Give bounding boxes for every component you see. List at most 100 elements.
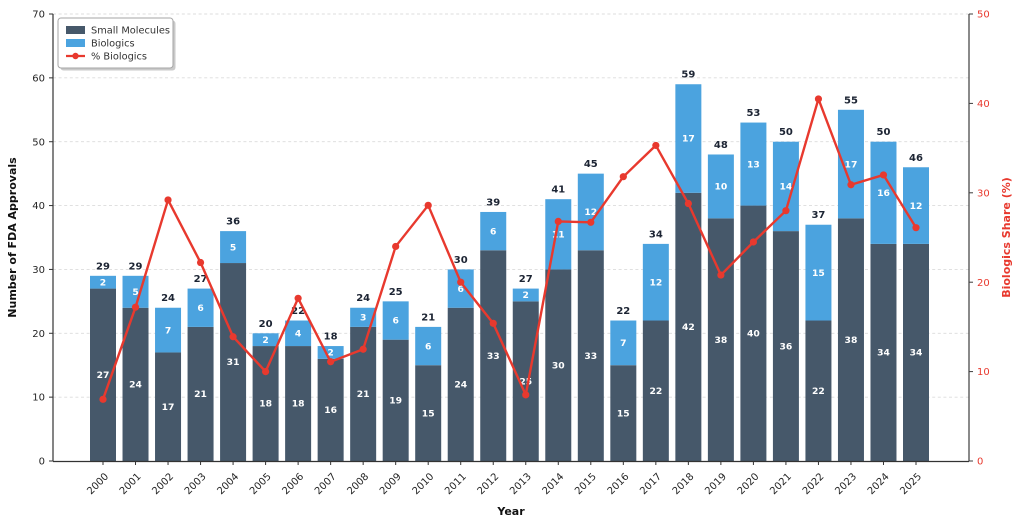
legend-label-biologics: Biologics [91, 39, 135, 50]
bar-segment-biologics-2000 [90, 275, 116, 289]
pct-biologics-marker-2000 [99, 395, 107, 403]
bar-segment-biologics-2012 [480, 211, 507, 251]
x-tick-label-2023: 2023 [833, 471, 859, 497]
left-tick-label: 10 [32, 393, 45, 404]
bar-segment-small-molecules-2005 [252, 346, 279, 461]
bar-label-biologics-2023: 17 [845, 159, 858, 170]
x-tick-label-2006: 2006 [280, 471, 306, 497]
left-tick-label: 60 [32, 73, 45, 84]
left-tick-label: 70 [32, 10, 45, 21]
bar-segment-small-molecules-2003 [187, 326, 214, 461]
pct-biologics-marker-2018 [684, 199, 692, 208]
pct-biologics-marker-2025 [912, 224, 920, 232]
right-tick-label: 30 [977, 188, 990, 199]
bar-label-small-molecules-2013: 25 [519, 376, 532, 387]
bar-label-biologics-2020: 13 [747, 159, 760, 170]
bar-label-total-2021: 50 [779, 127, 793, 138]
pct-biologics-line [99, 95, 920, 403]
bar-label-small-molecules-2020: 40 [747, 328, 760, 339]
pct-biologics-marker-2005 [262, 368, 270, 376]
pct-biologics-marker-2017 [652, 141, 660, 150]
bar-label-total-2016: 22 [616, 306, 630, 317]
bar-label-small-molecules-2007: 16 [324, 405, 337, 416]
bar-label-total-2020: 53 [746, 108, 760, 119]
bar-label-total-2014: 41 [551, 185, 565, 196]
bar-label-total-2013: 27 [519, 274, 533, 285]
bar-label-biologics-2002: 7 [165, 325, 171, 336]
bar-label-total-2007: 18 [324, 332, 338, 343]
right-tick-label: 50 [977, 10, 990, 21]
bar-label-small-molecules-2014: 30 [552, 360, 565, 371]
x-tick-label-2015: 2015 [573, 471, 599, 497]
bar-segment-small-molecules-2014 [545, 269, 572, 461]
bar-label-biologics-2006: 4 [295, 328, 301, 339]
left-tick-label: 20 [32, 329, 45, 340]
bar-segment-biologics-2021 [772, 141, 799, 232]
bar-label-total-2019: 48 [714, 140, 728, 151]
bar-label-total-2004: 36 [226, 217, 240, 228]
bar-segment-biologics-2017 [642, 243, 669, 321]
pct-biologics-marker-2007 [327, 358, 335, 366]
bar-label-total-2022: 37 [811, 210, 825, 221]
bar-segment-biologics-2009 [382, 301, 409, 340]
legend-box [57, 17, 174, 69]
bar-label-total-2011: 30 [454, 255, 468, 266]
bar-label-small-molecules-2006: 18 [292, 399, 305, 410]
bar-label-small-molecules-2022: 22 [812, 386, 825, 397]
left-tick-label: 30 [32, 265, 45, 276]
pct-biologics-marker-2006 [294, 294, 302, 302]
x-tick-label-2025: 2025 [898, 471, 924, 497]
bar-label-total-2023: 55 [844, 95, 858, 106]
pct-biologics-path [101, 97, 918, 400]
bar-label-biologics-2005: 2 [262, 335, 268, 346]
bar-label-biologics-2016: 7 [620, 338, 626, 349]
pct-biologics-marker-2003 [196, 258, 205, 267]
bar-label-total-2009: 25 [389, 287, 403, 298]
bar-label-total-2002: 24 [161, 293, 175, 304]
bar-segment-small-molecules-2017 [642, 320, 669, 461]
bar-segment-small-molecules-2021 [772, 231, 799, 461]
bar-label-small-molecules-2015: 33 [584, 351, 597, 362]
right-tick-label: 0 [977, 457, 983, 468]
x-tick-label-2021: 2021 [768, 471, 794, 497]
legend-swatch-biologics [66, 39, 85, 47]
x-tick-label-2020: 2020 [736, 471, 762, 497]
pct-biologics-marker-2015 [587, 218, 595, 226]
bar-segment-biologics-2008 [350, 307, 377, 327]
pct-biologics-marker-2004 [229, 333, 237, 341]
bar-label-biologics-2000: 2 [100, 277, 106, 288]
x-tick-label-2013: 2013 [508, 471, 534, 497]
bar-label-biologics-2012: 6 [490, 226, 496, 237]
pct-biologics-marker-2011 [457, 278, 465, 286]
legend-label-small-molecules: Small Molecules [91, 26, 170, 37]
x-tick-label-2005: 2005 [248, 471, 274, 497]
bar-label-total-2015: 45 [584, 159, 598, 170]
bar-label-total-2001: 29 [129, 261, 143, 272]
bar-segment-biologics-2013 [512, 288, 539, 302]
bar-segment-biologics-2024 [870, 141, 897, 244]
bar-label-biologics-2025: 12 [910, 201, 923, 212]
bar-label-small-molecules-2019: 38 [714, 335, 727, 346]
x-tick-label-2024: 2024 [866, 471, 892, 497]
pct-biologics-marker-2014 [554, 217, 562, 226]
pct-biologics-marker-2016 [619, 173, 627, 181]
x-axis-title: Year [496, 505, 525, 518]
x-tick-label-2009: 2009 [378, 471, 404, 497]
x-tick-label-2002: 2002 [150, 471, 176, 497]
legend-swatch-pct-biologics-marker [72, 52, 79, 60]
bar-segment-biologics-2016 [610, 320, 637, 366]
x-tick-label-2019: 2019 [703, 471, 729, 497]
bar-segment-small-molecules-2002 [155, 352, 182, 461]
bar-label-biologics-2019: 10 [714, 182, 727, 193]
bar-label-biologics-2007: 2 [327, 348, 333, 359]
bar-label-total-2008: 24 [356, 293, 370, 304]
bar-segment-biologics-2002 [155, 307, 182, 353]
bar-label-total-2005: 20 [259, 319, 273, 330]
bar-label-total-2012: 39 [486, 197, 500, 208]
bar-label-total-2024: 50 [877, 127, 891, 138]
bar-segment-small-molecules-2020 [740, 205, 767, 461]
bar-label-small-molecules-2024: 34 [877, 348, 890, 359]
bar-label-biologics-2001: 5 [132, 287, 138, 298]
bar-segment-biologics-2020 [740, 122, 767, 206]
